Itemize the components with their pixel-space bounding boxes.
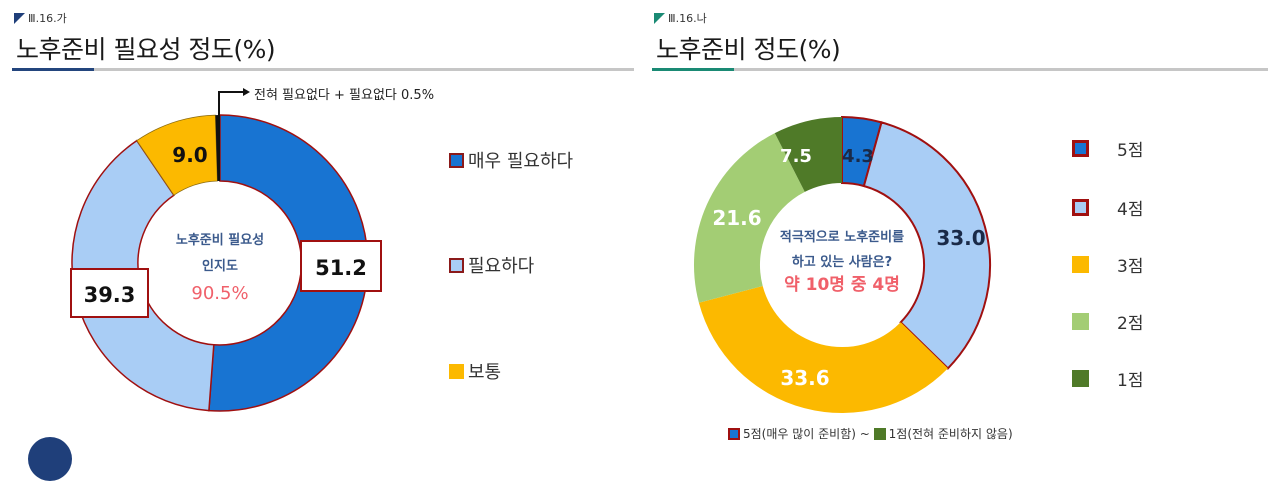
center-value: 90.5% xyxy=(191,283,248,304)
legend-swatch-icon xyxy=(449,152,464,168)
legend-swatch-icon xyxy=(1072,140,1089,157)
slice-score-1 xyxy=(774,116,842,192)
legend-item-very-needed: 매우 필요하다 xyxy=(449,147,573,173)
panel-retirement-necessity: Ⅲ.16.가 노후준비 필요성 정도(%) 노후준비 필요성 인지도 90.5%… xyxy=(0,0,640,481)
legend-item-score-5: 5점 xyxy=(1072,136,1143,161)
section-marker-icon xyxy=(654,12,665,24)
center-label-line1: 노후준비 필요성 xyxy=(176,232,264,248)
legend-item-needed: 필요하다 xyxy=(449,252,534,278)
label-needed: 39.3 xyxy=(84,283,136,307)
slice-needed xyxy=(71,139,215,412)
label-very-needed: 51.2 xyxy=(315,256,367,280)
donut-chart-preparation: 적극적으로 노후준비를 하고 있는 사람은? 약 10명 중 4명 4.3 33… xyxy=(693,115,991,414)
page-marker-circle xyxy=(28,437,72,481)
legend-swatch-icon xyxy=(1072,370,1089,387)
section-code: Ⅲ.16.가 xyxy=(14,10,67,26)
title-underline xyxy=(12,68,634,71)
center-value: 약 10명 중 4명 xyxy=(784,274,900,295)
annotation-not-needed: 전혀 필요없다 + 필요없다 0.5% xyxy=(254,88,435,103)
legend-swatch-icon xyxy=(449,363,464,379)
title-underline xyxy=(652,68,1268,71)
label-box-needed xyxy=(70,268,149,318)
legend-item-score-1: 1점 xyxy=(1072,366,1143,391)
panel-retirement-preparation: Ⅲ.16.나 노후준비 정도(%) 적극적으로 노후준비를 하고 있는 사람은?… xyxy=(640,0,1280,445)
label-neutral: 9.0 xyxy=(172,143,207,167)
donut-slices xyxy=(71,114,369,412)
label-score-1: 7.5 xyxy=(780,146,812,167)
chart-title: 노후준비 정도(%) xyxy=(656,35,841,64)
legend-item-score-3: 3점 xyxy=(1072,252,1143,277)
legend-swatch-icon xyxy=(1072,313,1089,330)
scale-footnote: 5점(매우 많이 준비함) ~ 1점(전혀 준비하지 않음) xyxy=(728,425,1013,442)
legend-item-score-4: 4점 xyxy=(1072,195,1143,220)
center-label-line2: 인지도 xyxy=(202,258,238,274)
legend-item-score-2: 2점 xyxy=(1072,309,1143,334)
legend-swatch-icon xyxy=(449,257,464,273)
legend-swatch-icon xyxy=(1072,199,1089,216)
arrow-head-icon xyxy=(243,88,250,96)
label-score-3: 33.6 xyxy=(780,366,829,390)
label-score-4: 33.0 xyxy=(936,226,985,250)
label-score-5: 4.3 xyxy=(842,146,874,167)
annotation-arrow xyxy=(218,91,243,116)
legend-swatch-icon xyxy=(728,427,740,440)
center-label-line1: 적극적으로 노후준비를 xyxy=(780,229,904,245)
center-label-line2: 하고 있는 사람은? xyxy=(792,254,892,270)
section-code: Ⅲ.16.나 xyxy=(654,10,707,26)
legend-item-neutral: 보통 xyxy=(449,358,501,384)
chart-title: 노후준비 필요성 정도(%) xyxy=(16,35,276,64)
slice-score-3 xyxy=(698,286,948,414)
legend-swatch-icon xyxy=(873,427,886,440)
label-box-very-needed xyxy=(300,240,382,292)
label-score-2: 21.6 xyxy=(712,206,761,230)
donut-chart-necessity: 노후준비 필요성 인지도 90.5% 9.0 51.2 39.3 xyxy=(70,88,382,412)
slice-score-2 xyxy=(693,133,805,303)
slice-score-4 xyxy=(862,121,991,370)
legend-swatch-icon xyxy=(1072,256,1089,273)
slice-not-needed xyxy=(215,115,220,181)
section-marker-icon xyxy=(14,12,25,24)
slice-very-needed xyxy=(208,114,369,412)
